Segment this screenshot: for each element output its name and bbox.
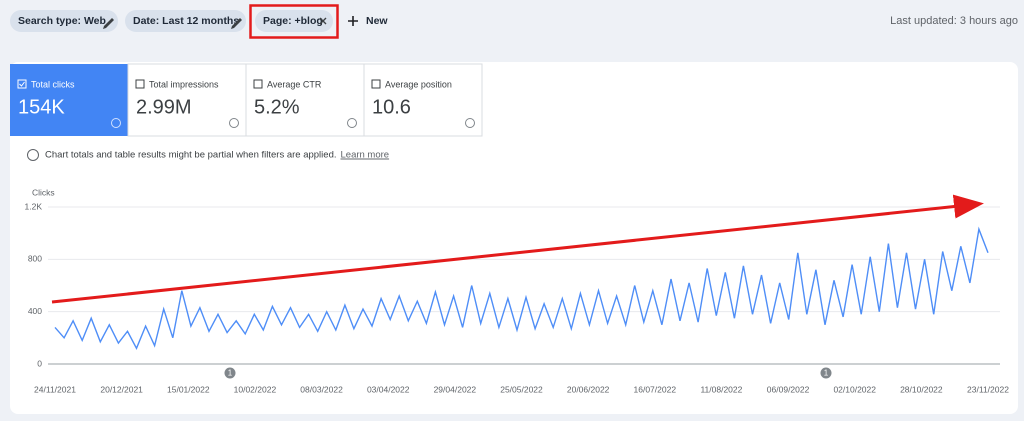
filter-chip[interactable] (255, 10, 333, 32)
checkbox (135, 79, 145, 89)
help-icon (229, 118, 239, 128)
filter-label: Date: Last 12 months (133, 15, 239, 27)
x-tick-label: 24/11/2021 (34, 384, 76, 394)
clicks-line (54, 226, 989, 350)
metric-value: 5.2% (254, 96, 300, 118)
info-icon (27, 149, 39, 161)
annotation-marker[interactable] (820, 367, 832, 379)
x-tick-label: 25/05/2022 (500, 384, 543, 394)
metric-tile[interactable] (127, 63, 247, 137)
checkbox (371, 79, 381, 89)
notice: Chart totals and table results might be … (45, 150, 337, 161)
metric-value: 2.99M (136, 96, 192, 118)
remove-icon[interactable] (319, 17, 327, 25)
x-tick-label: 15/01/2022 (167, 384, 210, 394)
new-button[interactable]: New (366, 15, 388, 27)
filter-label: Page: +blog (263, 15, 323, 27)
help-icon (111, 118, 121, 128)
annotation-label: 1 (228, 369, 233, 378)
y-tick-label: 800 (28, 254, 42, 264)
metric-tile[interactable] (10, 64, 128, 136)
edit-icon (231, 18, 242, 29)
checkbox (17, 79, 27, 89)
metric-label: Total clicks (31, 79, 75, 89)
metrics: Total clicks 154K Total impressions 2.99M Av… (10, 63, 483, 137)
filter-label: Search type: Web (18, 15, 106, 27)
x-tick-label: 20/06/2022 (567, 384, 610, 394)
x-tick-label: 08/03/2022 (300, 384, 343, 394)
chart: Clicks 0 400 800 1.2K 24/11/2021 20/12/2021 15/… (25, 187, 1010, 394)
card (10, 62, 1018, 414)
metric-tile[interactable] (363, 63, 483, 137)
metric-label: Total impressions (149, 79, 219, 89)
check (19, 81, 25, 87)
add-icon[interactable] (348, 16, 358, 26)
metric-value: 10.6 (372, 96, 411, 118)
trend-arrow (51, 194, 984, 304)
learn-more[interactable]: Learn more (341, 150, 390, 161)
y-tick-label: 400 (28, 306, 42, 316)
y-tick-label: 0 (37, 358, 42, 368)
x-tick-label: 02/10/2022 (833, 384, 876, 394)
x-tick-label: 29/04/2022 (434, 384, 477, 394)
metric-tile[interactable] (245, 63, 365, 137)
y-axis-label: Clicks (32, 187, 55, 197)
x-tick-label: 03/04/2022 (367, 384, 410, 394)
metric-label: Average CTR (267, 79, 322, 89)
metric-value: 154K (18, 96, 65, 118)
edit-icon (103, 18, 114, 29)
highlight-box (249, 4, 339, 39)
x-tick-label: 28/10/2022 (900, 384, 943, 394)
filter-chip[interactable] (125, 10, 246, 32)
last-updated: Last updated: 3 hours ago (890, 15, 1018, 27)
help-icon (347, 118, 357, 128)
x-tick-label: 11/08/2022 (700, 384, 742, 394)
checkbox (253, 79, 263, 89)
annotation-label: 1 (824, 369, 829, 378)
help-icon (465, 118, 475, 128)
x-tick-label: 10/02/2022 (234, 384, 277, 394)
metric-label: Average position (385, 79, 452, 89)
y-tick-label: 1.2K (25, 201, 43, 211)
annotation-marker[interactable] (224, 367, 236, 379)
filter-chip[interactable] (10, 10, 118, 32)
x-tick-label: 16/07/2022 (634, 384, 677, 394)
x-tick-label: 20/12/2021 (100, 384, 143, 394)
x-tick-label: 23/11/2022 (967, 384, 1009, 394)
x-tick-label: 06/09/2022 (767, 384, 810, 394)
